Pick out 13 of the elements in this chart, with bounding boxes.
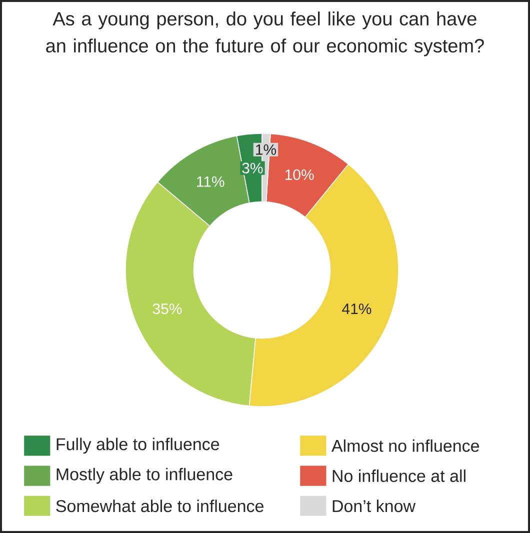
legend-label: Almost no influence [331,439,480,452]
data-label: 1% [256,144,276,155]
data-label: 41% [342,304,372,314]
legend-label: Mostly able to influence [56,468,232,484]
legend-label: Fully able to influence [56,438,220,454]
data-label: 3% [242,162,263,174]
data-label: 11% [197,176,224,187]
chart-title: As a young person, do you feel like you can have an influence on the future of our economic system? [46,12,484,56]
data-label: 35% [152,304,182,314]
data-label: 10% [285,169,314,180]
legend-label: No influence at all [332,470,466,482]
legend-label: Don’t know [332,500,416,512]
legend-label: Somewhat able to influence [56,500,264,512]
